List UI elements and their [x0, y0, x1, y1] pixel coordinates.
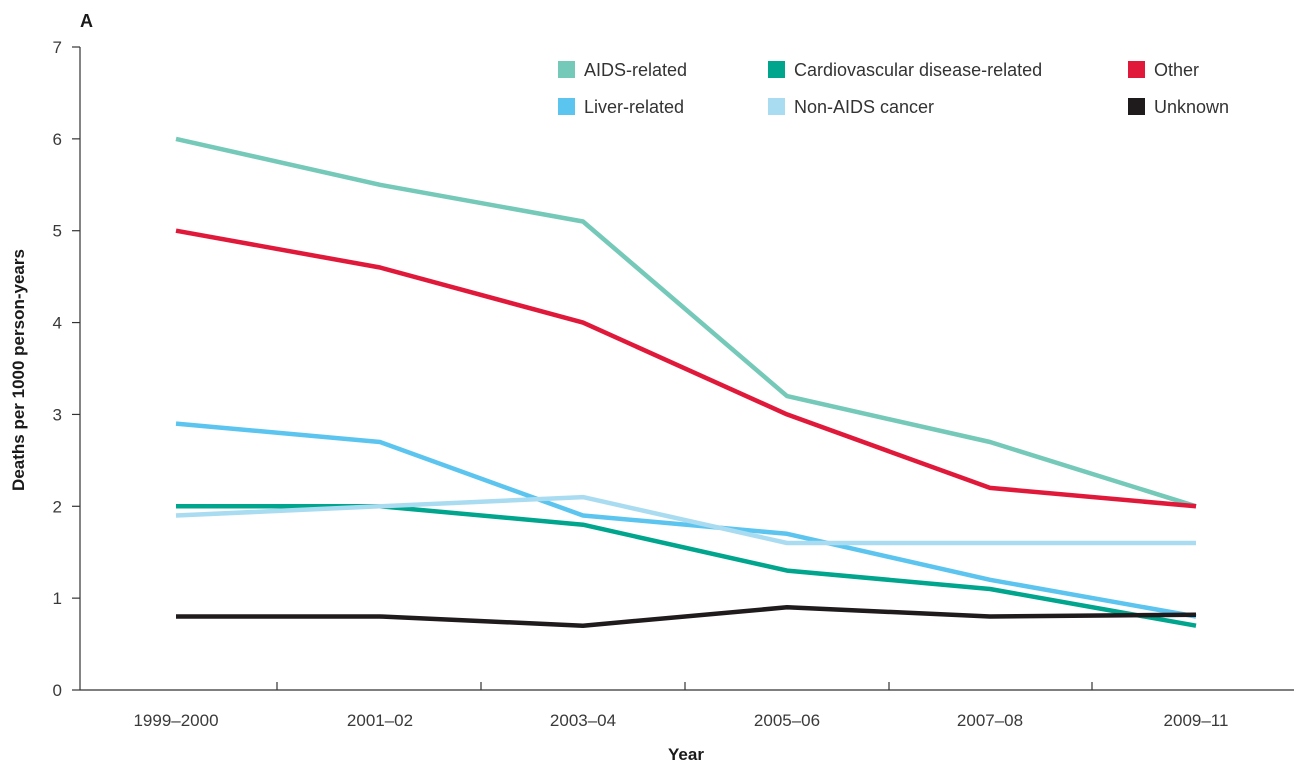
x-axis-title: Year — [668, 745, 704, 764]
x-tick-label: 2007–08 — [957, 711, 1023, 730]
y-tick-label: 2 — [53, 497, 62, 516]
legend: AIDS-related Cardiovascular disease-relat… — [558, 60, 1229, 117]
x-tick-label: 2009–11 — [1164, 711, 1229, 730]
legend-swatch-aids-related — [558, 61, 575, 78]
legend-label-non-aids-cancer: Non-AIDS cancer — [794, 97, 934, 117]
legend-label-cardiovascular-disease-related: Cardiovascular disease-related — [794, 60, 1042, 80]
series-line-aids-related — [175, 136, 1197, 509]
legend-label-unknown: Unknown — [1154, 97, 1229, 117]
panel-label: A — [80, 11, 93, 31]
y-axis-title: Deaths per 1000 person-years — [9, 249, 28, 491]
y-tick-label: 6 — [53, 130, 62, 149]
legend-swatch-cardiovascular-disease-related — [768, 61, 785, 78]
y-ticks: 0 1 2 3 4 5 6 7 — [53, 38, 80, 700]
x-tick-label: 2005–06 — [754, 711, 820, 730]
series-line-other — [175, 228, 1197, 509]
y-tick-label: 3 — [53, 405, 62, 424]
x-tick-label: 2001–02 — [347, 711, 413, 730]
legend-label-liver-related: Liver-related — [584, 97, 684, 117]
series-line-unknown — [176, 605, 1197, 628]
x-ticks: 1999–2000 2001–02 2003–04 2005–06 2007–08 200… — [133, 682, 1228, 730]
y-tick-label: 4 — [53, 314, 62, 333]
x-tick-label: 2003–04 — [550, 711, 616, 730]
y-tick-label: 1 — [53, 589, 62, 608]
y-tick-label: 0 — [53, 681, 62, 700]
legend-label-other: Other — [1154, 60, 1199, 80]
x-tick-label: 1999–2000 — [133, 711, 218, 730]
y-tick-label: 5 — [53, 222, 62, 241]
legend-label-aids-related: AIDS-related — [584, 60, 687, 80]
y-tick-label: 7 — [53, 38, 62, 57]
legend-swatch-unknown — [1128, 98, 1145, 115]
legend-swatch-other — [1128, 61, 1145, 78]
series-lines — [175, 136, 1197, 628]
legend-swatch-non-aids-cancer — [768, 98, 785, 115]
series-line-liver-related — [175, 421, 1197, 619]
legend-swatch-liver-related — [558, 98, 575, 115]
series-line-non-aids-cancer — [175, 494, 1196, 546]
